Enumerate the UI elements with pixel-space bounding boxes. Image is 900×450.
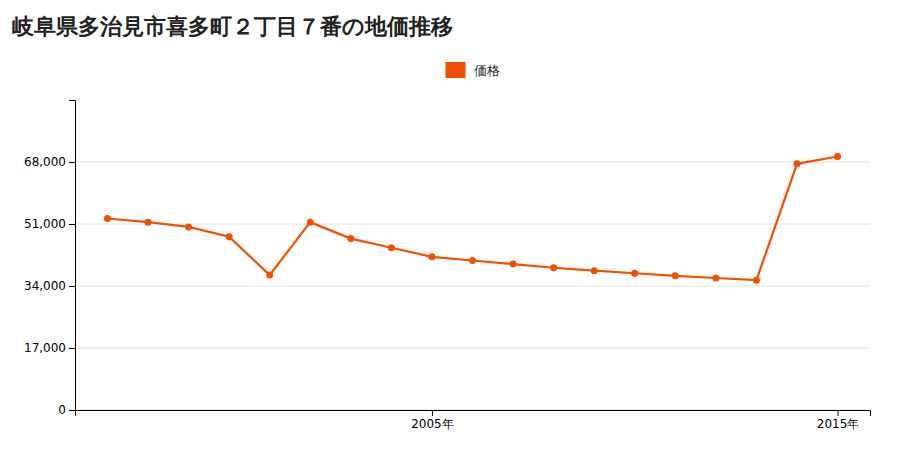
tick-label: 2015年 [817,417,860,431]
point [347,235,354,242]
grid-line [75,224,870,225]
point [834,153,841,160]
point [185,223,192,230]
point [104,215,111,222]
point [307,219,314,226]
tick-label: 2005年 [411,417,454,431]
tick-mark [69,224,75,225]
tick: 2005年 [411,410,454,431]
tick-mark [838,410,839,416]
tick-mark [69,286,75,287]
chart: 2005年 2015年 0 17,000 34,000 51,000 68,000 岐阜県多治… [0,0,900,450]
tick: 68,000 [24,155,75,169]
tick-label: 68,000 [24,155,66,169]
point [388,244,395,251]
point [145,219,152,226]
legend: 価格 [446,62,500,78]
point [510,261,517,268]
tick-mark [69,410,75,411]
legend-item: 価格 [446,62,500,78]
grid-line [75,348,870,349]
tick-mark [432,410,433,416]
tick: 2015年 [817,410,860,431]
legend-label: 価格 [474,63,500,78]
line [107,157,837,281]
title: 岐阜県多治見市喜多町２丁目７番の地価推移 [12,14,453,39]
tick: 17,000 [24,341,75,355]
tick-label: 0 [58,403,66,417]
legend-swatch [446,62,466,78]
tick-label: 17,000 [24,341,66,355]
point [226,233,233,240]
point [428,253,435,260]
point [631,270,638,277]
point [266,272,273,279]
tick: 34,000 [24,279,75,293]
tick-label: 34,000 [24,279,66,293]
grid [75,162,870,410]
grid-line [75,162,870,163]
point [591,267,598,274]
x-axis: 2005年 2015年 [76,410,871,431]
tick: 51,000 [24,217,75,231]
axis-line [76,411,871,417]
point [550,264,557,271]
tick: 0 [58,403,75,417]
point [753,277,760,284]
y-axis: 0 17,000 34,000 51,000 68,000 [24,101,76,418]
point [469,257,476,264]
point [672,272,679,279]
point [793,160,800,167]
marks [104,153,841,284]
plot-area: 2005年 2015年 0 17,000 34,000 51,000 68,000 [24,101,871,431]
tick-label: 51,000 [24,217,66,231]
point [712,274,719,281]
tick-mark [69,162,75,163]
axis-line [69,101,76,411]
tick-mark [69,348,75,349]
grid-line [75,286,870,287]
